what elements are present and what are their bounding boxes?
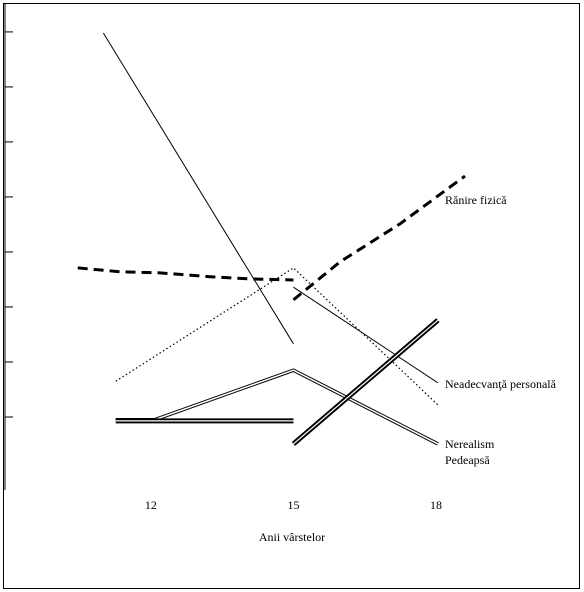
series-line xyxy=(115,368,439,446)
series-label: Nerealism xyxy=(445,437,495,451)
x-tick-label: 15 xyxy=(287,498,299,512)
series-line-inner xyxy=(115,369,439,445)
x-tick-label: 12 xyxy=(145,498,157,512)
x-tick-label: 18 xyxy=(430,498,442,512)
series-line xyxy=(293,286,439,384)
series-label: Pedeapsă xyxy=(445,453,490,467)
series-line xyxy=(115,318,440,446)
series-label: Rănire fizică xyxy=(445,193,507,207)
series-line-inner xyxy=(115,319,439,445)
series-line xyxy=(115,267,439,406)
series-label: Neadecvanţă personală xyxy=(445,377,557,391)
x-axis-title: Anii vârstelor xyxy=(259,530,325,544)
series-line xyxy=(77,174,466,301)
series-line xyxy=(102,32,294,345)
frame xyxy=(3,3,580,589)
